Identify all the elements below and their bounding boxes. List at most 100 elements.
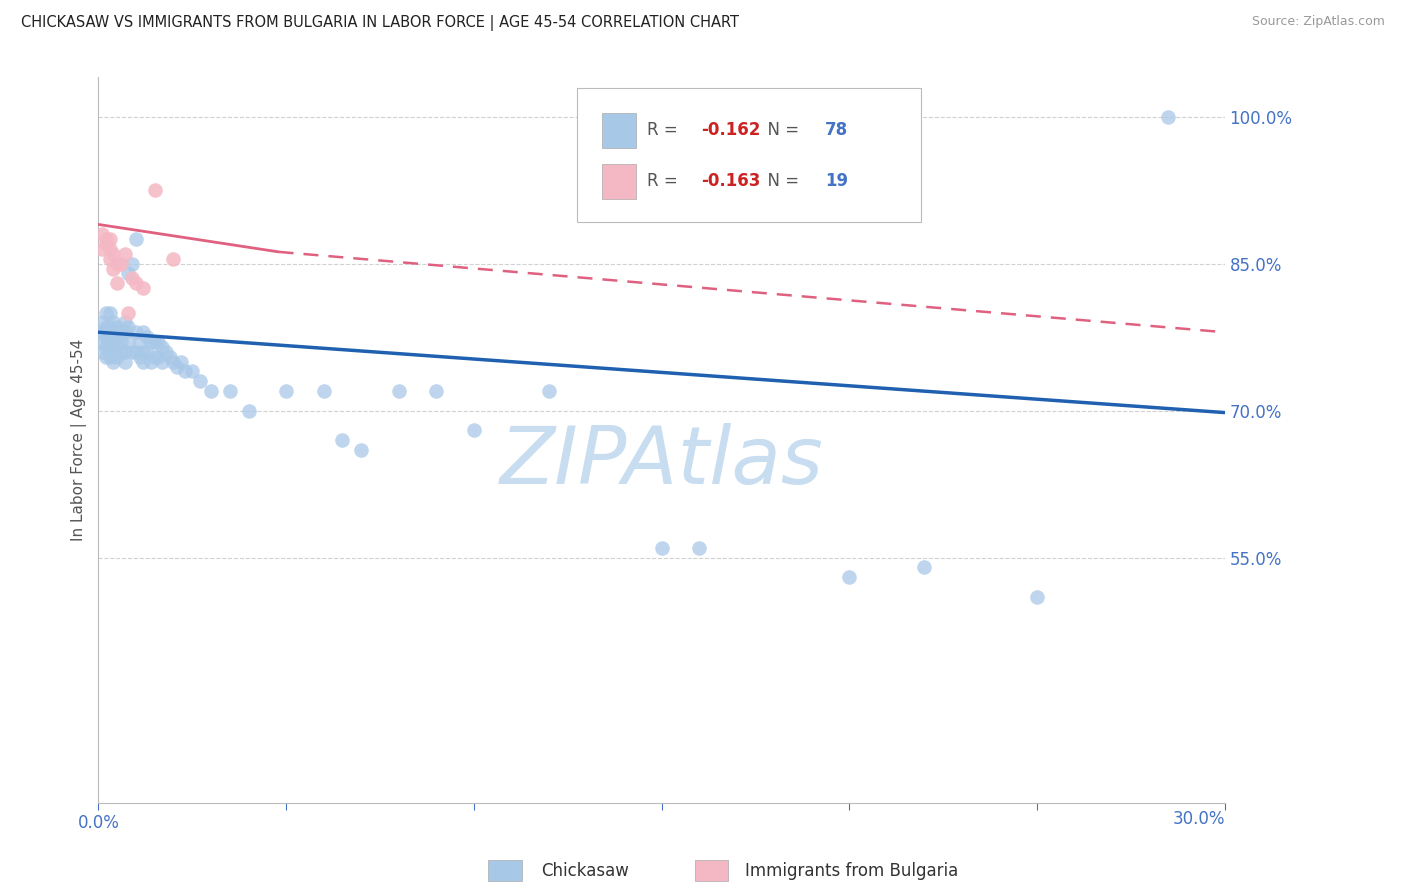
Point xyxy=(125,344,148,359)
Point xyxy=(388,384,411,398)
Point xyxy=(136,330,159,344)
Point xyxy=(170,354,193,368)
Point xyxy=(155,344,177,359)
Point xyxy=(105,277,128,291)
Point xyxy=(117,320,139,334)
Text: R =: R = xyxy=(647,172,683,190)
Point xyxy=(110,325,132,339)
Point xyxy=(838,570,860,584)
Point xyxy=(651,541,673,555)
Point xyxy=(94,232,117,246)
Point xyxy=(188,374,211,388)
Point xyxy=(91,325,114,339)
Point xyxy=(312,384,335,398)
Point xyxy=(425,384,447,398)
Text: -0.162: -0.162 xyxy=(702,121,761,139)
Point xyxy=(143,334,166,349)
Point xyxy=(148,350,170,364)
Point xyxy=(114,325,136,339)
Text: 78: 78 xyxy=(825,121,848,139)
Point xyxy=(121,257,143,271)
Text: Source: ZipAtlas.com: Source: ZipAtlas.com xyxy=(1251,15,1385,29)
Point xyxy=(121,271,143,285)
Point xyxy=(125,325,148,339)
Point xyxy=(218,384,240,398)
Text: Chickasaw: Chickasaw xyxy=(541,862,630,880)
Text: N =: N = xyxy=(758,121,804,139)
Text: -0.163: -0.163 xyxy=(702,172,761,190)
Text: ZIPAtlas: ZIPAtlas xyxy=(499,423,824,500)
Point xyxy=(121,344,143,359)
Point xyxy=(117,334,139,349)
Point xyxy=(143,183,166,197)
Point xyxy=(1157,110,1180,124)
Point xyxy=(91,227,114,242)
Point xyxy=(98,320,121,334)
Point xyxy=(117,267,139,281)
FancyBboxPatch shape xyxy=(602,164,636,199)
Point xyxy=(98,340,121,354)
Point xyxy=(159,350,181,364)
Point xyxy=(114,315,136,329)
FancyBboxPatch shape xyxy=(602,113,636,148)
Point xyxy=(173,364,195,378)
Point xyxy=(103,247,125,261)
Point xyxy=(94,350,117,364)
Point xyxy=(103,325,125,339)
Point xyxy=(912,560,935,574)
Text: CHICKASAW VS IMMIGRANTS FROM BULGARIA IN LABOR FORCE | AGE 45-54 CORRELATION CHA: CHICKASAW VS IMMIGRANTS FROM BULGARIA IN… xyxy=(21,15,740,31)
Point xyxy=(94,237,117,252)
Point xyxy=(162,252,184,266)
Point xyxy=(128,350,150,364)
FancyBboxPatch shape xyxy=(576,88,921,222)
Point xyxy=(143,350,166,364)
Text: N =: N = xyxy=(758,172,804,190)
Point xyxy=(105,350,128,364)
Point xyxy=(105,340,128,354)
Point xyxy=(91,334,114,349)
Y-axis label: In Labor Force | Age 45-54: In Labor Force | Age 45-54 xyxy=(72,339,87,541)
Point xyxy=(200,384,222,398)
Point xyxy=(103,344,125,359)
Point xyxy=(332,433,354,447)
Point xyxy=(1026,590,1049,604)
Point xyxy=(94,340,117,354)
Point xyxy=(114,247,136,261)
Point xyxy=(128,334,150,349)
Text: R =: R = xyxy=(647,121,683,139)
Text: 19: 19 xyxy=(825,172,848,190)
Point xyxy=(150,340,173,354)
Point xyxy=(238,403,260,417)
Point xyxy=(132,325,155,339)
Point xyxy=(139,334,162,349)
Point xyxy=(132,344,155,359)
Point xyxy=(350,442,373,457)
Point xyxy=(148,334,170,349)
Point xyxy=(98,252,121,266)
Point xyxy=(103,315,125,329)
Point xyxy=(98,242,121,256)
Point xyxy=(150,354,173,368)
Point xyxy=(139,354,162,368)
Point xyxy=(94,320,117,334)
Point xyxy=(98,330,121,344)
Point xyxy=(132,281,155,295)
Point xyxy=(125,277,148,291)
Point xyxy=(103,261,125,276)
Point xyxy=(110,344,132,359)
Point xyxy=(98,350,121,364)
Point xyxy=(110,334,132,349)
Point xyxy=(94,305,117,319)
Point xyxy=(98,305,121,319)
Point xyxy=(110,257,132,271)
Point xyxy=(463,423,485,437)
Point xyxy=(103,354,125,368)
Point xyxy=(94,330,117,344)
Point xyxy=(132,354,155,368)
Point xyxy=(125,232,148,246)
Point xyxy=(98,232,121,246)
Point xyxy=(274,384,297,398)
Point xyxy=(117,305,139,319)
Point xyxy=(166,359,188,374)
Point xyxy=(181,364,204,378)
